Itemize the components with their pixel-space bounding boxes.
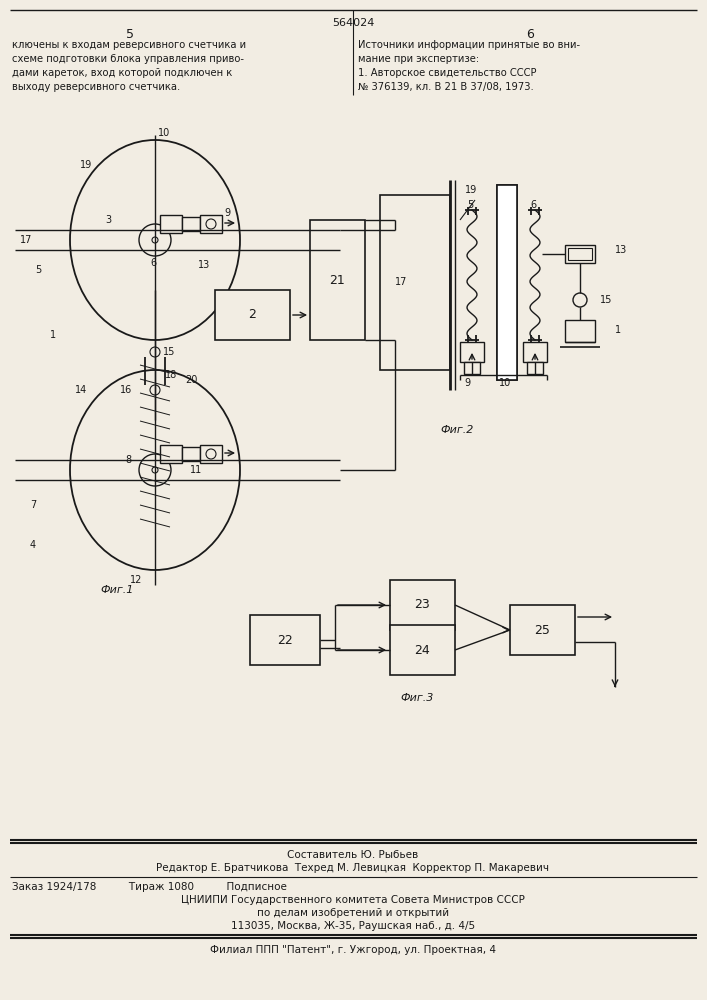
Bar bbox=[390, 580, 455, 630]
Text: 17: 17 bbox=[395, 277, 407, 287]
Text: 10: 10 bbox=[158, 128, 170, 138]
Text: дами кареток, вход которой подключен к: дами кареток, вход которой подключен к bbox=[12, 68, 233, 78]
Bar bbox=[565, 320, 595, 342]
Text: 9: 9 bbox=[464, 378, 470, 388]
Bar bbox=[565, 245, 595, 263]
Text: 6: 6 bbox=[150, 258, 156, 268]
Circle shape bbox=[152, 237, 158, 243]
Bar bbox=[497, 185, 517, 380]
Text: 8: 8 bbox=[125, 455, 131, 465]
Bar bbox=[523, 342, 547, 362]
Bar bbox=[182, 217, 200, 231]
Bar bbox=[568, 248, 592, 260]
Text: 25: 25 bbox=[534, 624, 550, 637]
Text: 12: 12 bbox=[130, 575, 142, 585]
Text: 24: 24 bbox=[414, 644, 430, 656]
Bar bbox=[200, 215, 222, 233]
Text: Фиг.1: Фиг.1 bbox=[100, 585, 134, 595]
Bar bbox=[160, 215, 182, 233]
Text: выходу реверсивного счетчика.: выходу реверсивного счетчика. bbox=[12, 82, 180, 92]
Text: Фиг.2: Фиг.2 bbox=[440, 425, 474, 435]
Text: 3: 3 bbox=[105, 215, 111, 225]
Text: 1: 1 bbox=[50, 330, 56, 340]
Text: ключены к входам реверсивного счетчика и: ключены к входам реверсивного счетчика и bbox=[12, 40, 246, 50]
Text: 5: 5 bbox=[35, 265, 41, 275]
Text: 23: 23 bbox=[414, 598, 430, 611]
Text: № 376139, кл. В 21 В 37/08, 1973.: № 376139, кл. В 21 В 37/08, 1973. bbox=[358, 82, 534, 92]
Text: 19: 19 bbox=[80, 160, 92, 170]
Text: 564024: 564024 bbox=[332, 18, 374, 28]
Bar bbox=[215, 290, 290, 340]
Text: по делам изобретений и открытий: по делам изобретений и открытий bbox=[257, 908, 449, 918]
Text: 6: 6 bbox=[530, 200, 536, 210]
Text: 13: 13 bbox=[198, 260, 210, 270]
Text: Составитель Ю. Рыбьев: Составитель Ю. Рыбьев bbox=[287, 850, 419, 860]
Text: 4: 4 bbox=[30, 540, 36, 550]
Text: Филиал ППП "Патент", г. Ужгород, ул. Проектная, 4: Филиал ППП "Патент", г. Ужгород, ул. Про… bbox=[210, 945, 496, 955]
Text: 21: 21 bbox=[329, 273, 345, 286]
Text: 1: 1 bbox=[615, 325, 621, 335]
Text: 15: 15 bbox=[163, 347, 175, 357]
Text: 19: 19 bbox=[465, 185, 477, 195]
Text: 5: 5 bbox=[126, 28, 134, 41]
Bar bbox=[460, 342, 484, 362]
Bar bbox=[380, 195, 450, 370]
Bar bbox=[250, 615, 320, 665]
Text: схеме подготовки блока управления приво-: схеме подготовки блока управления приво- bbox=[12, 54, 244, 64]
Text: мание при экспертизе:: мание при экспертизе: bbox=[358, 54, 479, 64]
Bar bbox=[464, 362, 480, 374]
Text: 15: 15 bbox=[600, 295, 612, 305]
Bar bbox=[310, 220, 365, 340]
Text: 9: 9 bbox=[224, 208, 230, 218]
Text: 14: 14 bbox=[75, 385, 87, 395]
Text: 20: 20 bbox=[185, 375, 197, 385]
Bar bbox=[182, 447, 200, 461]
Text: 11: 11 bbox=[190, 465, 202, 475]
Bar bbox=[510, 605, 575, 655]
Text: Заказ 1924/178          Тираж 1080          Подписное: Заказ 1924/178 Тираж 1080 Подписное bbox=[12, 882, 287, 892]
Text: 17: 17 bbox=[20, 235, 33, 245]
Text: 7: 7 bbox=[30, 500, 36, 510]
Text: 10: 10 bbox=[499, 378, 511, 388]
Text: 113035, Москва, Ж-35, Раушская наб., д. 4/5: 113035, Москва, Ж-35, Раушская наб., д. … bbox=[231, 921, 475, 931]
Text: ЦНИИПИ Государственного комитета Совета Министров СССР: ЦНИИПИ Государственного комитета Совета … bbox=[181, 895, 525, 905]
Text: Редактор Е. Братчикова  Техред М. Левицкая  Корректор П. Макаревич: Редактор Е. Братчикова Техред М. Левицка… bbox=[156, 863, 549, 873]
Bar bbox=[200, 445, 222, 463]
Bar bbox=[160, 445, 182, 463]
Text: 22: 22 bbox=[277, 634, 293, 647]
Text: 16: 16 bbox=[120, 385, 132, 395]
Circle shape bbox=[152, 467, 158, 473]
Bar bbox=[527, 362, 543, 374]
Bar bbox=[497, 185, 517, 380]
Bar bbox=[390, 625, 455, 675]
Text: 6: 6 bbox=[526, 28, 534, 41]
Text: 2: 2 bbox=[248, 308, 256, 322]
Text: 13: 13 bbox=[615, 245, 627, 255]
Text: 1. Авторское свидетельство СССР: 1. Авторское свидетельство СССР bbox=[358, 68, 537, 78]
Text: 5: 5 bbox=[467, 200, 473, 210]
Text: Фиг.3: Фиг.3 bbox=[400, 693, 433, 703]
Text: Источники информации принятые во вни-: Источники информации принятые во вни- bbox=[358, 40, 580, 50]
Text: 18: 18 bbox=[165, 370, 177, 380]
